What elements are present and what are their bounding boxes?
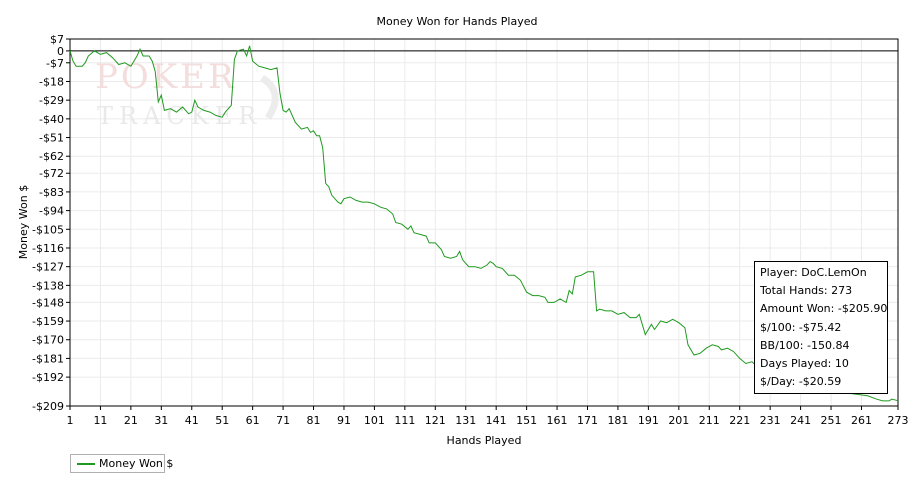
x-tick-label: 161 (547, 414, 568, 427)
x-tick-label: 211 (699, 414, 720, 427)
y-tick-label: -$18 (39, 75, 64, 88)
x-tick-label: 151 (516, 414, 537, 427)
x-tick-label: 11 (93, 414, 107, 427)
y-tick-label: -$29 (39, 94, 64, 107)
y-axis-label: Money Won $ (17, 185, 30, 259)
x-tick-label: 261 (851, 414, 872, 427)
x-tick-label: 111 (394, 414, 415, 427)
y-tick-label: -$181 (32, 352, 64, 365)
stats-player: Player: DoC.LemOn (760, 266, 867, 279)
y-tick-label: -$148 (32, 296, 64, 309)
series-layer (69, 45, 899, 402)
x-tick-label: 81 (307, 414, 321, 427)
plot-area-frame (69, 38, 899, 407)
x-tick-label: 241 (790, 414, 811, 427)
x-tick-label: 273 (888, 414, 909, 427)
x-tick-label: 191 (638, 414, 659, 427)
x-tick-label: 171 (577, 414, 598, 427)
y-tick-label: -$127 (32, 261, 64, 274)
watermark-line1: POKER (95, 57, 237, 97)
y-tick-label: -$170 (32, 334, 64, 347)
x-tick-label: 1 (67, 414, 74, 427)
y-tick-label: $7 (50, 33, 64, 46)
x-tick-label: 141 (486, 414, 507, 427)
y-tick-label: -$72 (39, 167, 64, 180)
poker-tracker-watermark: POKER TRACKER (95, 57, 279, 130)
stats-per-day: $/Day: -$20.59 (760, 375, 842, 389)
x-tick-label: 91 (337, 414, 351, 427)
legend: Money Won $ (70, 454, 173, 473)
y-tick-label: -$159 (32, 315, 64, 328)
y-tick-label: 0 (57, 45, 64, 58)
watermark-line2: TRACKER (97, 102, 262, 130)
legend-swatch (77, 463, 95, 465)
stats-box: Player: DoC.LemOn Total Hands: 273 Amoun… (754, 261, 888, 394)
y-axis-ticks: $70-$7 -$18 -$29 -$40 -$51 -$62 -$72 -$83 -$94 -$… (32, 33, 70, 413)
x-tick-label: 221 (729, 414, 750, 427)
x-axis-ticks: 1 11 21 31 41 51 61 71 81 91 101 111 121 131 141 151 161… (67, 406, 909, 427)
x-axis-label: Hands Played (447, 434, 522, 447)
x-tick-label: 131 (455, 414, 476, 427)
x-tick-label: 31 (154, 414, 168, 427)
legend-label: Money Won $ (99, 457, 174, 470)
stats-days-played: Days Played: 10 (760, 357, 849, 371)
stats-total-hands: Total Hands: 273 (760, 284, 853, 298)
y-tick-label: -$7 (46, 57, 64, 70)
stats-bb-per-100: BB/100: -150.84 (760, 338, 850, 352)
x-tick-label: 71 (276, 414, 290, 427)
chart-title: Money Won for Hands Played (377, 15, 538, 28)
y-tick-label: -$40 (39, 113, 64, 126)
x-tick-label: 231 (760, 414, 781, 427)
y-tick-label: -$62 (39, 150, 64, 163)
y-tick-label: -$138 (32, 279, 64, 292)
x-tick-label: 121 (425, 414, 446, 427)
series-line-money-won (69, 45, 899, 402)
x-tick-label: 201 (668, 414, 689, 427)
x-tick-label: 51 (215, 414, 229, 427)
x-tick-label: 21 (124, 414, 138, 427)
x-tick-label: 41 (185, 414, 199, 427)
x-tick-label: 181 (607, 414, 628, 427)
y-tick-label: -$209 (32, 400, 64, 413)
x-tick-label: 101 (364, 414, 385, 427)
watermark-swirl (259, 75, 279, 120)
stats-amount-won: Amount Won: -$205.90 (760, 302, 888, 316)
y-tick-label: -$94 (39, 205, 64, 218)
y-tick-label: -$83 (39, 186, 64, 199)
y-tick-label: -$51 (39, 132, 64, 145)
y-tick-label: -$192 (32, 371, 64, 384)
y-tick-label: -$116 (32, 242, 64, 255)
y-tick-label: -$105 (32, 223, 64, 236)
x-tick-label: 61 (246, 414, 260, 427)
stats-per-100: $/100: -$75.42 (760, 320, 842, 334)
x-tick-label: 251 (821, 414, 842, 427)
